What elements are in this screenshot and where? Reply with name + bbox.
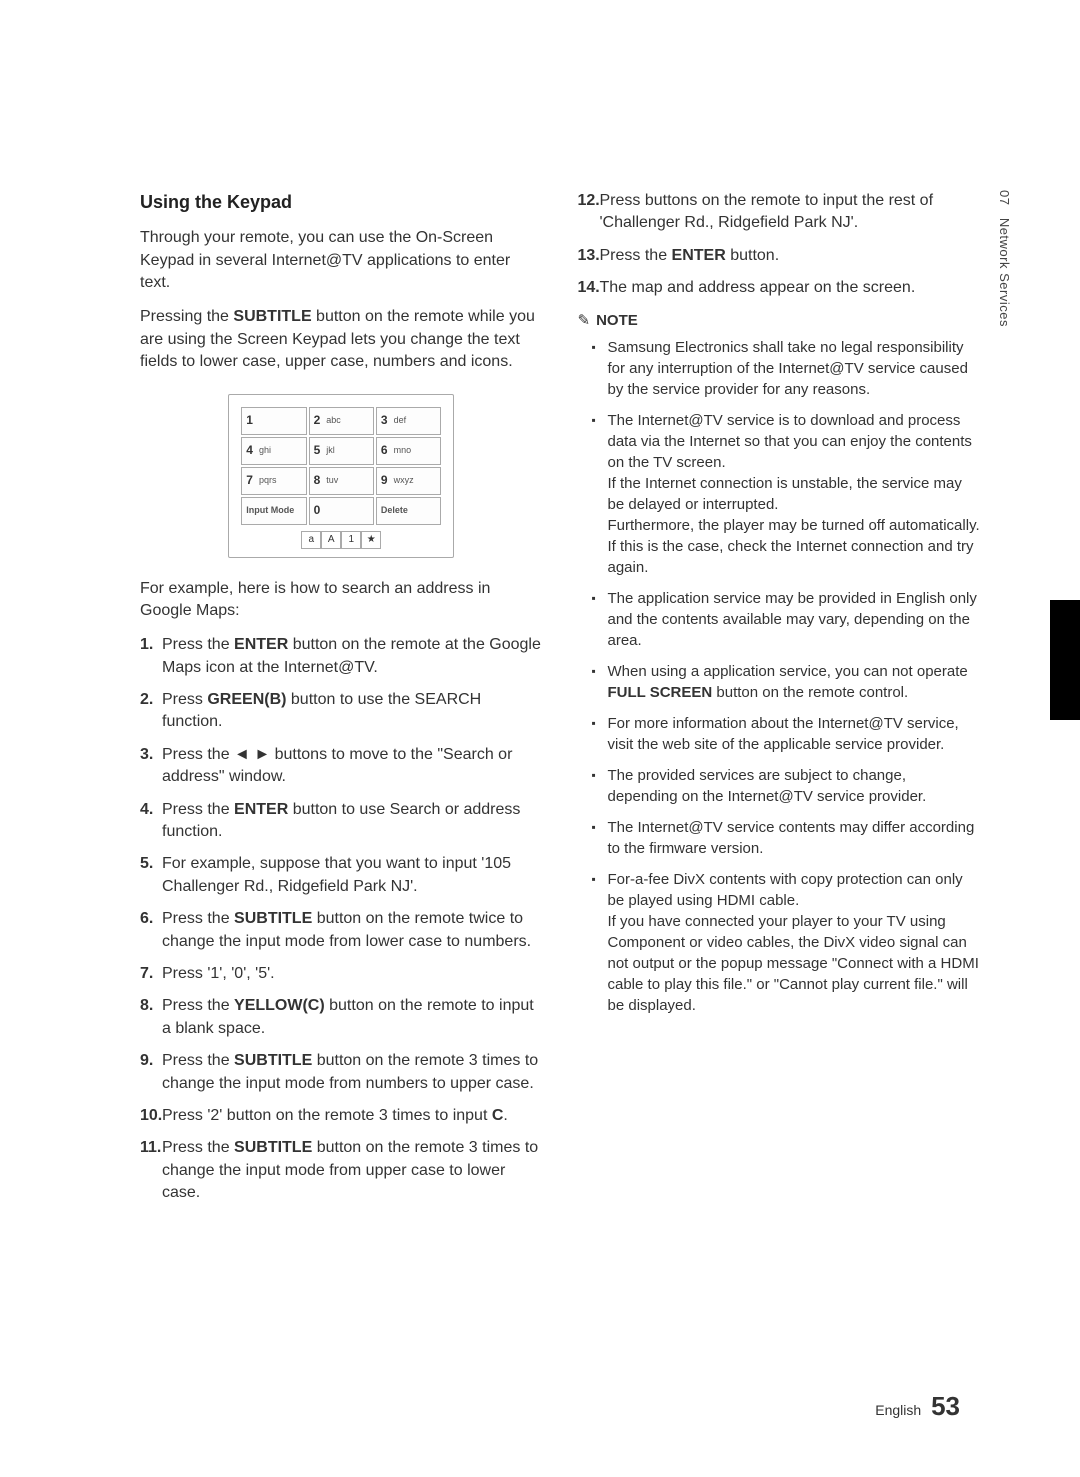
mode-a: a xyxy=(301,531,321,549)
notes-list: Samsung Electronics shall take no legal … xyxy=(578,337,981,1016)
key-7: 7pqrs xyxy=(241,467,306,495)
key-4: 4ghi xyxy=(241,437,306,465)
key-8: 8tuv xyxy=(309,467,374,495)
steps-list-continued: Press buttons on the remote to input the… xyxy=(578,190,981,300)
side-tab: 07 Network Services xyxy=(997,190,1012,327)
step-item: Press the YELLOW(C) button on the remote… xyxy=(162,995,543,1040)
step-item: The map and address appear on the screen… xyxy=(600,277,981,299)
right-column: Press buttons on the remote to input the… xyxy=(578,190,981,1215)
note-item: For more information about the Internet@… xyxy=(608,713,981,755)
page: 07 Network Services Using the Keypad Thr… xyxy=(0,0,1080,1477)
chapter-title: Network Services xyxy=(997,218,1012,327)
step-item: Press '1', '0', '5'. xyxy=(162,963,543,985)
step-item: Press the SUBTITLE button on the remote … xyxy=(162,1050,543,1095)
intro-2: Pressing the SUBTITLE button on the remo… xyxy=(140,306,543,373)
intro-1: Through your remote, you can use the On-… xyxy=(140,227,543,294)
footer-page: 53 xyxy=(931,1391,960,1421)
step-item: Press the ENTER button. xyxy=(600,245,981,267)
mode-A: A xyxy=(321,531,341,549)
key-2: 2abc xyxy=(309,407,374,435)
key-6: 6mno xyxy=(376,437,441,465)
key-0: 0 xyxy=(309,497,374,525)
example-intro: For example, here is how to search an ad… xyxy=(140,578,543,623)
left-column: Using the Keypad Through your remote, yo… xyxy=(140,190,543,1215)
footer-lang: English xyxy=(875,1402,921,1418)
note-item: When using a application service, you ca… xyxy=(608,661,981,703)
note-heading: NOTE xyxy=(578,310,981,331)
key-input-mode: Input Mode xyxy=(241,497,306,525)
note-item: The provided services are subject to cha… xyxy=(608,765,981,807)
step-item: Press the ENTER button to use Search or … xyxy=(162,799,543,844)
edge-tab xyxy=(1050,600,1080,720)
step-item: Press buttons on the remote to input the… xyxy=(600,190,981,235)
mode-★: ★ xyxy=(361,531,381,549)
footer: English 53 xyxy=(875,1391,960,1422)
note-item: Samsung Electronics shall take no legal … xyxy=(608,337,981,400)
note-item: For-a-fee DivX contents with copy protec… xyxy=(608,869,981,1016)
step-item: Press the ENTER button on the remote at … xyxy=(162,634,543,679)
step-item: Press the SUBTITLE button on the remote … xyxy=(162,908,543,953)
section-heading: Using the Keypad xyxy=(140,190,543,215)
key-5: 5jkl xyxy=(309,437,374,465)
note-item: The application service may be provided … xyxy=(608,588,981,651)
key-9: 9wxyz xyxy=(376,467,441,495)
steps-list: Press the ENTER button on the remote at … xyxy=(140,634,543,1204)
step-item: For example, suppose that you want to in… xyxy=(162,853,543,898)
keypad-figure: 12abc3def4ghi5jkl6mno7pqrs8tuv9wxyz Inpu… xyxy=(228,394,454,558)
note-item: The Internet@TV service is to download a… xyxy=(608,410,981,578)
step-item: Press the ◄ ► buttons to move to the "Se… xyxy=(162,744,543,789)
step-item: Press GREEN(B) button to use the SEARCH … xyxy=(162,689,543,734)
mode-1: 1 xyxy=(341,531,361,549)
step-item: Press '2' button on the remote 3 times t… xyxy=(162,1105,543,1127)
chapter-number: 07 xyxy=(997,190,1012,205)
key-1: 1 xyxy=(241,407,306,435)
key-3: 3def xyxy=(376,407,441,435)
key-delete: Delete xyxy=(376,497,441,525)
step-item: Press the SUBTITLE button on the remote … xyxy=(162,1137,543,1204)
note-item: The Internet@TV service contents may dif… xyxy=(608,817,981,859)
